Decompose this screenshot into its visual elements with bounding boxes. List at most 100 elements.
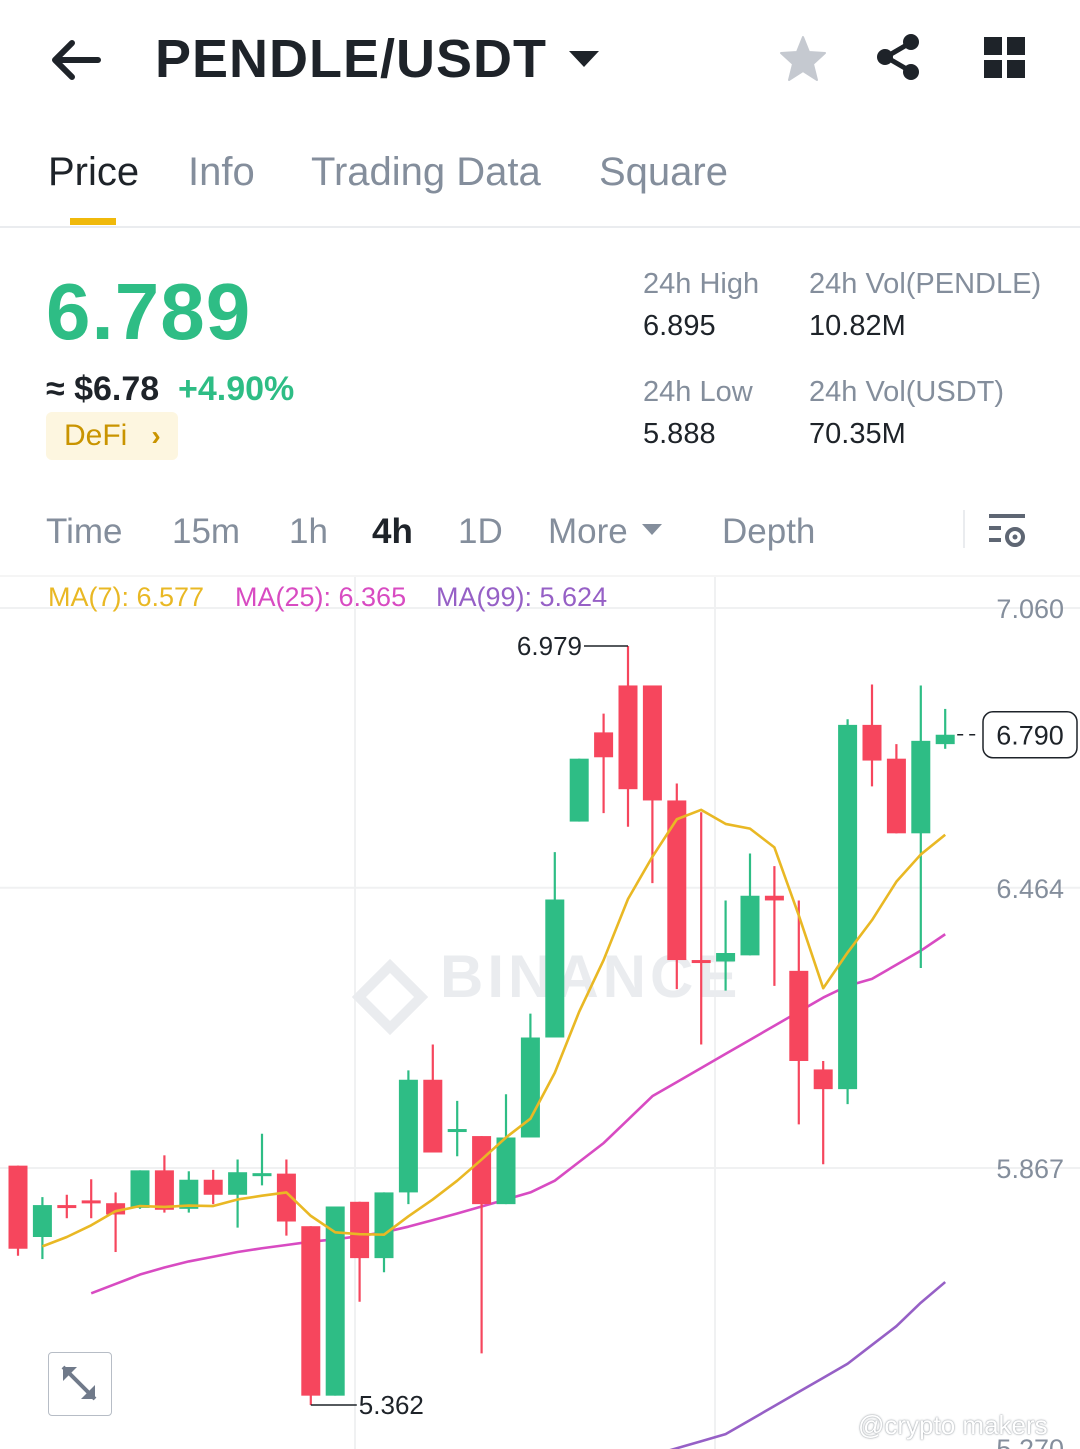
star-icon — [780, 36, 826, 81]
candle-body — [813, 1069, 833, 1090]
candle-body — [276, 1173, 296, 1222]
candle-body — [106, 1203, 126, 1215]
candle-body — [618, 685, 638, 790]
y-tick-label: 7.060 — [996, 594, 1064, 624]
grid-icon — [984, 37, 1025, 78]
candle-body — [423, 1079, 443, 1153]
candle-body — [472, 1136, 492, 1205]
candle-body — [130, 1170, 150, 1208]
vol-base-value: 10.82M — [809, 310, 906, 342]
candle-body — [691, 960, 711, 964]
arrow-left-icon — [52, 40, 101, 80]
ma7-line — [41, 808, 947, 1248]
high-marker-label: 6.979 — [517, 631, 582, 661]
candle-body — [154, 1170, 174, 1210]
chart-grid — [0, 577, 1080, 1449]
divider — [0, 226, 1080, 228]
candle-body — [935, 734, 955, 745]
interval-more[interactable]: More — [548, 512, 628, 551]
candle-body — [350, 1201, 370, 1259]
candle-body — [252, 1173, 272, 1177]
caret-down-icon — [642, 524, 662, 535]
last-price-badge-label: 6.790 — [996, 721, 1064, 751]
candle-body — [545, 899, 565, 1038]
share-button[interactable] — [874, 32, 924, 82]
candle-body — [740, 895, 760, 956]
interval-time[interactable]: Time — [46, 512, 123, 551]
candle-body — [911, 740, 931, 834]
low-marker-label: 5.362 — [359, 1390, 424, 1420]
vol-quote-value: 70.35M — [809, 418, 906, 450]
interval-depth[interactable]: Depth — [722, 512, 816, 551]
candle-body — [569, 758, 589, 822]
back-button[interactable] — [40, 30, 110, 90]
candlestick-chart[interactable]: BINANCE 7.060 6.464 5.867 5.270 6.979 5.362 6… — [0, 577, 1080, 1449]
ma7-legend: MA(7): 6.577 — [48, 582, 205, 612]
interval-4h[interactable]: 4h — [372, 512, 413, 551]
candle-body — [179, 1179, 199, 1209]
vol-base-label: 24h Vol(PENDLE) — [809, 268, 1042, 300]
tab-info[interactable]: Info — [188, 150, 255, 194]
category-tag[interactable]: DeFi › — [46, 412, 178, 460]
low-label: 24h Low — [643, 376, 753, 408]
tab-square[interactable]: Square — [599, 150, 728, 194]
candle-body — [789, 970, 809, 1061]
y-tick-label: 5.867 — [996, 1154, 1064, 1184]
caret-down-icon — [569, 51, 600, 67]
interval-1d[interactable]: 1D — [458, 512, 503, 551]
change-percent: +4.90% — [178, 370, 295, 408]
candle-body — [642, 685, 662, 801]
low-value: 5.888 — [643, 418, 716, 450]
category-tag-label: DeFi — [64, 419, 128, 452]
fullscreen-button[interactable] — [48, 1352, 112, 1416]
candle-body — [886, 758, 906, 834]
credit-watermark: @crypto makers — [858, 1410, 1048, 1440]
chart-settings-button[interactable] — [986, 510, 1030, 554]
chart-settings-icon — [989, 514, 1025, 547]
candle-body — [594, 732, 614, 758]
candle-body — [301, 1226, 321, 1396]
interval-1h[interactable]: 1h — [289, 512, 328, 551]
candle-body — [764, 895, 784, 901]
candle-body — [228, 1172, 248, 1195]
y-tick-label: 6.464 — [996, 874, 1064, 904]
active-tab-indicator — [70, 218, 116, 225]
candle-body — [398, 1079, 418, 1193]
y-tick-label: 5.270 — [996, 1434, 1064, 1449]
ma25-legend: MA(25): 6.365 — [235, 582, 407, 612]
candle-body — [374, 1192, 394, 1259]
y-axis: 7.060 6.464 5.867 5.270 — [996, 594, 1064, 1449]
tab-trading-data[interactable]: Trading Data — [311, 150, 541, 194]
chevron-right-icon: › — [151, 420, 161, 451]
divider — [0, 575, 1080, 577]
divider — [963, 510, 965, 548]
candle-body — [8, 1165, 28, 1249]
ma99-legend: MA(99): 5.624 — [436, 582, 608, 612]
candle-body — [203, 1179, 223, 1195]
high-value: 6.895 — [643, 310, 716, 342]
candle-body — [838, 724, 858, 1090]
expand-icon — [61, 1365, 97, 1401]
ma99-line — [669, 1281, 947, 1449]
share-icon — [877, 34, 919, 80]
candle-body — [496, 1137, 516, 1205]
candle-body — [667, 800, 687, 961]
fiat-price: ≈ $6.78 — [46, 370, 160, 408]
candle-body — [32, 1205, 52, 1238]
pair-title: PENDLE/USDT — [155, 29, 548, 89]
candle-body — [325, 1206, 345, 1396]
interval-15m[interactable]: 15m — [172, 512, 241, 551]
last-price-badge — [982, 710, 1078, 759]
candle-body — [716, 953, 736, 962]
favorite-button[interactable] — [778, 34, 828, 84]
candle-body — [81, 1200, 101, 1204]
pair-selector[interactable]: PENDLE/USDT — [155, 28, 600, 90]
watermark: BINANCE — [440, 943, 741, 1010]
candle-body — [447, 1129, 467, 1133]
candle-body — [862, 724, 882, 761]
vol-quote-label: 24h Vol(USDT) — [809, 376, 1005, 408]
candle-body — [57, 1205, 77, 1209]
last-price: 6.789 — [46, 267, 252, 356]
tab-price[interactable]: Price — [48, 150, 140, 194]
apps-button[interactable] — [983, 36, 1027, 80]
